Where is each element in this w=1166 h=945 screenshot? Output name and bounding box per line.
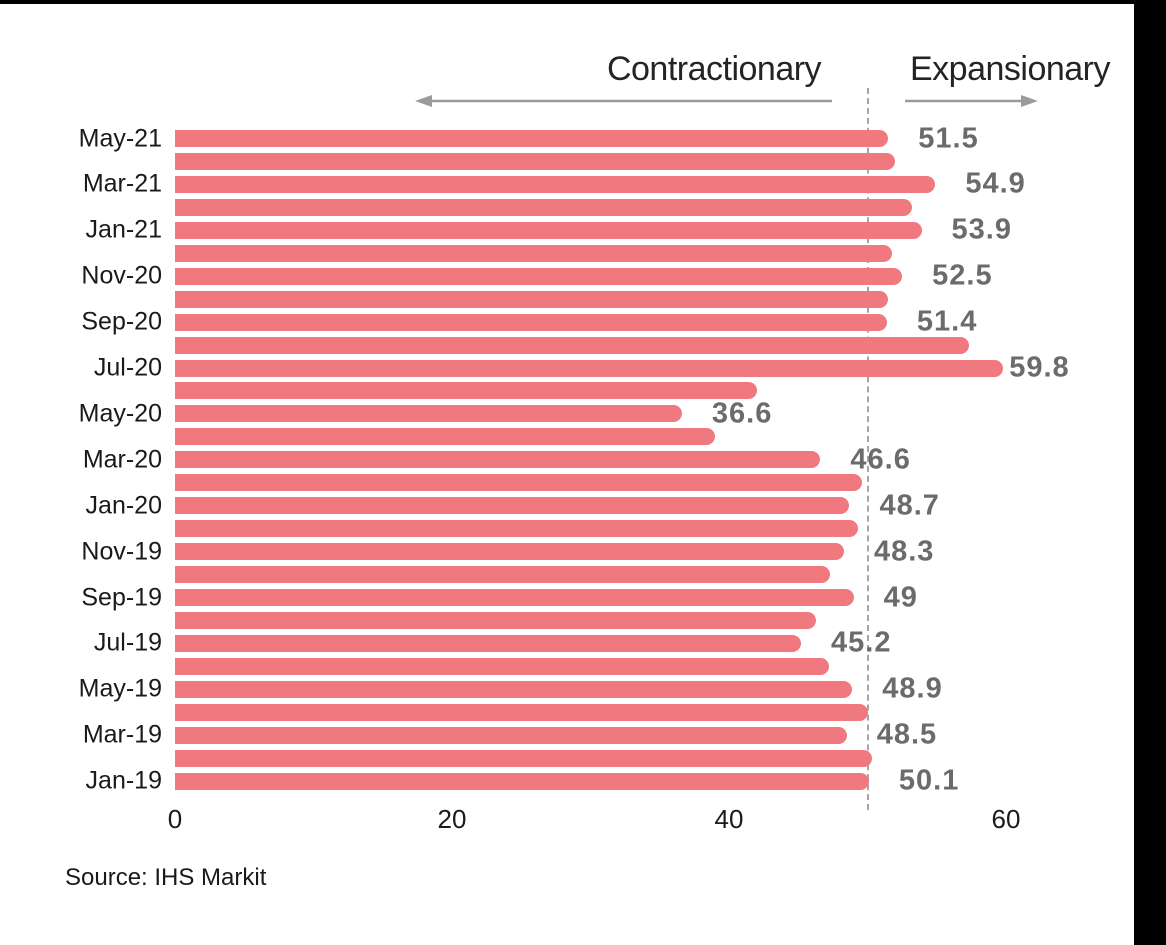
bar-feb-21 — [175, 198, 912, 216]
bar-jul-19 — [175, 634, 802, 652]
bar-sep-20 — [175, 313, 887, 331]
bar-dec-19 — [175, 520, 858, 538]
bar-apr-20 — [175, 428, 716, 446]
bar-may-21 — [175, 130, 889, 147]
value-label-mar-19: 48.5 — [876, 718, 938, 751]
value-label-nov-19: 48.3 — [873, 535, 935, 568]
y-axis-label-mar-20: Mar-20 — [82, 445, 162, 474]
y-axis-label-may-20: May-20 — [78, 399, 162, 428]
x-tick-40: 40 — [714, 804, 744, 834]
value-label-nov-20: 52.5 — [932, 259, 993, 292]
bar-feb-20 — [175, 474, 862, 492]
expansionary-arrow-icon — [905, 95, 1038, 107]
y-axis-label-jan-19: Jan-19 — [85, 766, 162, 795]
right-border-bar — [1134, 0, 1166, 945]
x-tick-60: 60 — [991, 804, 1021, 834]
y-axis-label-jul-19: Jul-19 — [93, 628, 162, 657]
y-axis-label-mar-21: Mar-21 — [82, 169, 162, 198]
bar-may-19 — [175, 680, 853, 698]
bar-sep-19 — [175, 589, 854, 606]
bar-aug-19 — [175, 611, 817, 629]
top-border-bar — [0, 0, 1166, 4]
x-tick-0: 0 — [167, 804, 183, 834]
bar-jun-19 — [175, 657, 829, 675]
bar-jun-20 — [175, 382, 757, 400]
value-label-mar-21: 54.9 — [965, 167, 1026, 200]
bar-feb-19 — [175, 749, 872, 767]
value-label-mar-20: 46.6 — [850, 443, 911, 476]
y-axis-label-may-19: May-19 — [78, 674, 162, 703]
bar-oct-20 — [175, 290, 889, 308]
bar-jan-21 — [175, 221, 922, 239]
y-axis-label-may-21: May-21 — [78, 124, 162, 152]
value-label-may-19: 48.9 — [882, 672, 943, 705]
value-label-jul-20: 59.8 — [1009, 351, 1070, 384]
bar-mar-19 — [175, 726, 847, 744]
y-axis-label-sep-19: Sep-19 — [81, 583, 162, 611]
y-axis-label-jul-20: Jul-20 — [93, 353, 162, 382]
value-label-may-20: 36.6 — [711, 397, 773, 430]
bar-apr-21 — [175, 152, 896, 170]
x-tick-20: 20 — [437, 804, 467, 834]
bar-oct-19 — [175, 566, 831, 584]
threshold-dashed-line — [866, 88, 869, 810]
y-axis-label-nov-19: Nov-19 — [81, 537, 162, 566]
bar-nov-20 — [175, 267, 903, 285]
value-label-jul-19: 45.2 — [831, 626, 892, 659]
bar-jan-20 — [175, 497, 850, 515]
bar-apr-19 — [175, 703, 868, 721]
contractionary-arrow-icon — [415, 95, 832, 107]
expansionary-label: Expansionary — [909, 50, 1111, 88]
y-axis-label-jan-21: Jan-21 — [85, 215, 162, 244]
source-caption: Source: IHS Markit — [65, 864, 267, 891]
contractionary-label: Contractionary — [606, 50, 822, 88]
value-label-jan-21: 53.9 — [951, 213, 1012, 246]
bar-mar-20 — [175, 451, 821, 469]
bar-jul-20 — [175, 359, 1004, 377]
bar-dec-20 — [175, 244, 893, 262]
value-label-may-21: 51.5 — [918, 122, 979, 154]
bar-nov-19 — [175, 543, 844, 561]
value-label-sep-19: 49 — [883, 581, 918, 613]
bar-may-20 — [175, 405, 682, 423]
value-label-jan-19: 50.1 — [898, 764, 960, 797]
y-axis-label-sep-20: Sep-20 — [81, 307, 162, 336]
bar-mar-21 — [175, 175, 936, 193]
y-axis-label-jan-20: Jan-20 — [85, 491, 162, 520]
y-axis-label-nov-20: Nov-20 — [81, 261, 162, 290]
value-label-jan-20: 48.7 — [879, 489, 940, 522]
bar-aug-20 — [175, 336, 969, 354]
bar-jan-19 — [175, 772, 869, 790]
value-label-sep-20: 51.4 — [916, 305, 978, 338]
y-axis-label-mar-19: Mar-19 — [82, 720, 162, 749]
